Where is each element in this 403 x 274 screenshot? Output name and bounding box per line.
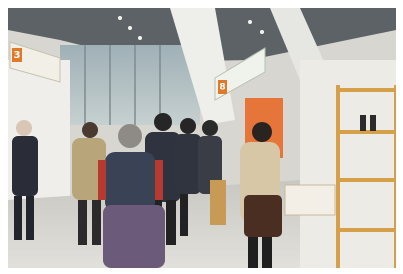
scene: 3 8	[8, 8, 396, 268]
window	[60, 45, 200, 125]
product	[360, 115, 366, 131]
sign-label: 3	[14, 50, 21, 61]
product	[370, 115, 376, 131]
photo: 3 8	[0, 0, 403, 274]
page: 3 8 (() => { const data = JSON.parse(doc…	[0, 0, 403, 274]
sign-label: 8	[219, 83, 225, 93]
display-table	[285, 185, 335, 215]
